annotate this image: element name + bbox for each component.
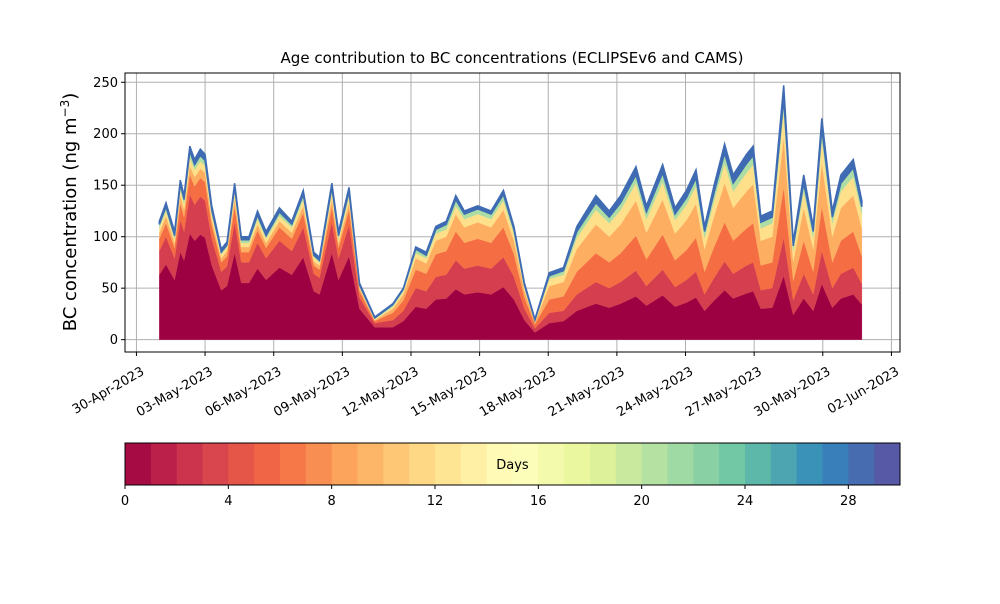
- colorbar-bin: [254, 443, 281, 485]
- colorbar-bin: [435, 443, 462, 485]
- y-label-text: BC concentration (ng m: [60, 117, 81, 331]
- colorbar-bin: [615, 443, 643, 485]
- x-tick-label: 30-May-2023: [752, 364, 834, 420]
- colorbar-tick-label: 0: [121, 494, 129, 509]
- colorbar-bin: [331, 443, 358, 485]
- colorbar-bin: [796, 443, 823, 485]
- x-tick-label: 21-May-2023: [546, 364, 628, 420]
- colorbar-bin: [564, 443, 591, 485]
- x-tick-label: 15-May-2023: [408, 364, 490, 420]
- colorbar-bin: [538, 443, 565, 485]
- colorbar-bin: [848, 443, 875, 485]
- colorbar-bin: [770, 443, 798, 485]
- colorbar-tick-label: 12: [427, 494, 444, 509]
- colorbar-bin: [874, 443, 901, 485]
- colorbar-bin: [228, 443, 255, 485]
- colorbar-bin: [409, 443, 436, 485]
- colorbar-tick-label: 8: [328, 494, 336, 509]
- colorbar-bin: [305, 443, 333, 485]
- y-tick-label: 100: [93, 230, 118, 245]
- colorbar-bin: [357, 443, 384, 485]
- y-tick-label: 0: [110, 333, 118, 348]
- x-tick-label: 27-May-2023: [683, 364, 765, 420]
- plot-frame: [124, 72, 901, 353]
- x-tick-label: 12-May-2023: [340, 364, 422, 420]
- colorbar-bin: [745, 443, 772, 485]
- colorbar-tick-label: 20: [633, 494, 650, 509]
- colorbar-bin: [486, 443, 513, 485]
- colorbar-tick-label: 24: [737, 494, 754, 509]
- colorbar-bin: [176, 443, 203, 485]
- colorbar-label: Days: [496, 458, 529, 473]
- chart-title: Age contribution to BC concentrations (E…: [281, 49, 744, 67]
- colorbar-frame: [124, 442, 901, 486]
- colorbar-bin: [822, 443, 849, 485]
- x-tick-label: 24-May-2023: [614, 364, 696, 420]
- colorbar-tick-label: 28: [840, 494, 857, 509]
- area-layer: [158, 85, 863, 323]
- colorbar-tick-label: 4: [224, 494, 232, 509]
- y-tick-label: 50: [101, 282, 118, 297]
- x-tick-label: 09-May-2023: [271, 364, 353, 420]
- colorbar-bin: [667, 443, 694, 485]
- colorbar-bin: [693, 443, 720, 485]
- colorbar-bin: [150, 443, 178, 485]
- y-axis-label: BC concentration (ng m−3): [58, 93, 81, 332]
- x-tick-label: 18-May-2023: [477, 364, 559, 420]
- colorbar-bin: [719, 443, 746, 485]
- colorbar-bin: [590, 443, 617, 485]
- colorbar-bin: [202, 443, 229, 485]
- x-tick-label: 02-Jun-2023: [825, 364, 902, 417]
- y-tick-label: 250: [93, 76, 118, 91]
- y-label-end: ): [60, 93, 81, 100]
- x-tick-label: 06-May-2023: [203, 364, 285, 420]
- y-tick-label: 200: [93, 127, 118, 142]
- x-tick-label: 03-May-2023: [134, 364, 216, 420]
- colorbar-tick-label: 16: [530, 494, 547, 509]
- colorbar-bin: [460, 443, 488, 485]
- colorbar-bin: [125, 443, 152, 485]
- colorbar-bin: [641, 443, 668, 485]
- colorbar-bin: [280, 443, 307, 485]
- colorbar-bin: [512, 443, 539, 485]
- colorbar-bin: [383, 443, 410, 485]
- y-label-superscript: −3: [58, 100, 72, 118]
- y-tick-label: 150: [93, 179, 118, 194]
